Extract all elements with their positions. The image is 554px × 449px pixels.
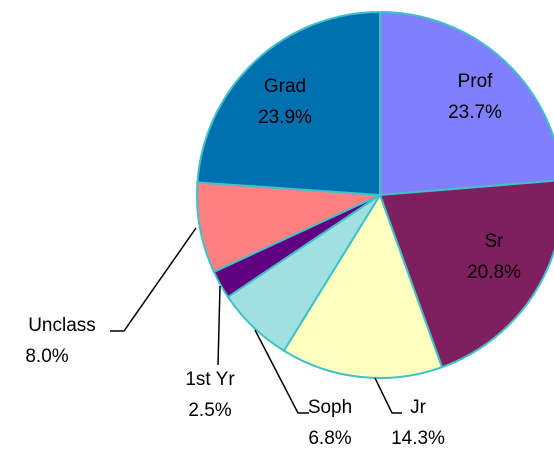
pie-slice: [282, 192, 444, 379]
slice-label: Jr: [410, 397, 427, 418]
leader-line: [254, 329, 309, 414]
leader-line: [217, 285, 221, 366]
slice-value-label: 2.5%: [188, 400, 231, 421]
slice-value-label: 14.3%: [391, 428, 445, 449]
slice-label: Sr: [485, 231, 505, 252]
leader-line: [374, 377, 402, 414]
slice-label: 1st Yr: [185, 369, 235, 390]
slice-value-label: 20.8%: [467, 262, 521, 283]
slice-value-label: 23.9%: [258, 107, 312, 128]
pie-slice: [196, 10, 381, 197]
pie-slice: [196, 181, 381, 274]
slice-value-label: 23.7%: [448, 102, 502, 123]
slice-value-label: 6.8%: [308, 428, 351, 449]
pie-slice: [379, 10, 554, 197]
pie-slice: [378, 179, 554, 369]
slice-label: Unclass: [28, 315, 96, 336]
leader-line: [110, 227, 197, 332]
slice-label: Soph: [308, 397, 352, 418]
slice-value-label: 8.0%: [25, 346, 68, 367]
slice-label: Grad: [264, 76, 306, 97]
slice-label: Prof: [458, 71, 494, 92]
